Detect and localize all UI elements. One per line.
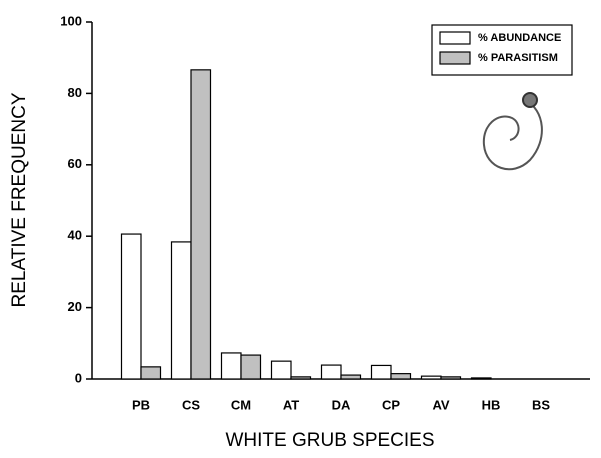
chart: WHITE GRUB SPECIES RELATIVE FREQUENCY 0 2… [0, 0, 601, 458]
bar [141, 367, 161, 379]
bar [322, 365, 342, 379]
bar [122, 234, 142, 379]
y-tick-label: 20 [68, 299, 82, 314]
legend-label: % PARASITISM [478, 52, 558, 64]
x-tick-label: PB [132, 397, 150, 412]
x-axis-title: WHITE GRUB SPECIES [225, 430, 434, 451]
x-tick-label: AV [432, 397, 449, 412]
bar [191, 70, 211, 379]
bar [422, 376, 442, 379]
legend-swatch [440, 32, 470, 44]
legend-label: % ABUNDANCE [478, 32, 561, 44]
bar [372, 365, 392, 379]
bar [241, 355, 261, 379]
x-tick-label: DA [332, 397, 351, 412]
bar [441, 377, 461, 379]
bar [391, 374, 411, 379]
x-tick-label: CP [382, 397, 400, 412]
bar [341, 375, 361, 379]
y-tick-label: 0 [75, 370, 82, 385]
bar [272, 361, 292, 379]
x-tick-label: BS [532, 397, 550, 412]
bar [472, 378, 492, 379]
legend-swatch [440, 52, 470, 64]
x-tick-label: HB [482, 397, 501, 412]
grub-illustration [484, 93, 542, 169]
bar [222, 353, 242, 379]
y-tick-label: 60 [68, 156, 82, 171]
x-tick-label: CS [182, 397, 200, 412]
bar [291, 377, 311, 379]
y-tick-label: 80 [68, 85, 82, 100]
y-axis-title: RELATIVE FREQUENCY [9, 92, 30, 307]
bar [172, 242, 192, 379]
x-tick-label: AT [283, 397, 299, 412]
y-tick-label: 100 [60, 13, 82, 28]
y-tick-label: 40 [68, 228, 82, 243]
x-tick-label: CM [231, 397, 251, 412]
